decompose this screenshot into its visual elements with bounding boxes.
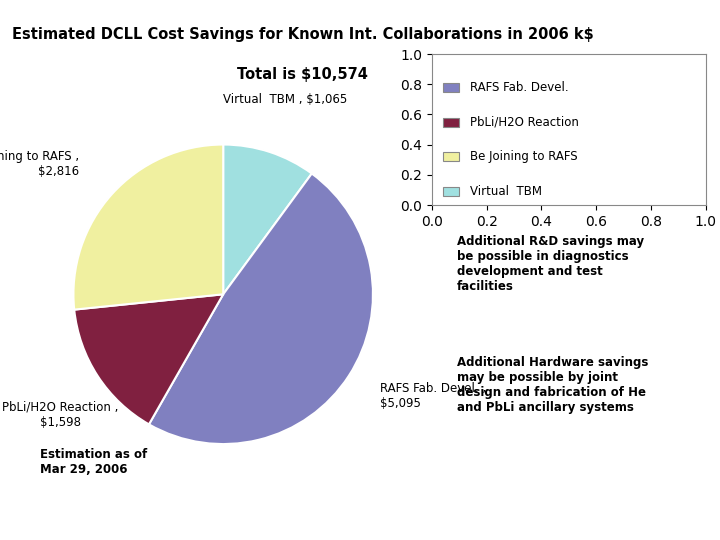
Text: RAFS Fab. Devel. ,
$5,095: RAFS Fab. Devel. , $5,095 bbox=[380, 382, 486, 410]
Text: Virtual  TBM: Virtual TBM bbox=[470, 185, 542, 198]
Text: Be Joining to RAFS: Be Joining to RAFS bbox=[470, 150, 578, 163]
FancyBboxPatch shape bbox=[443, 187, 459, 196]
Wedge shape bbox=[73, 145, 223, 309]
FancyBboxPatch shape bbox=[443, 83, 459, 92]
Text: Be Joining to RAFS ,
$2,816: Be Joining to RAFS , $2,816 bbox=[0, 150, 78, 178]
FancyBboxPatch shape bbox=[443, 118, 459, 126]
Text: Estimation as of
Mar 29, 2006: Estimation as of Mar 29, 2006 bbox=[40, 448, 147, 476]
Wedge shape bbox=[74, 294, 223, 424]
Wedge shape bbox=[149, 173, 373, 444]
Text: Additional R&D savings may
be possible in diagnostics
development and test
facil: Additional R&D savings may be possible i… bbox=[457, 235, 644, 293]
Text: PbLi/H2O Reaction: PbLi/H2O Reaction bbox=[470, 116, 579, 129]
Text: Total is $10,574: Total is $10,574 bbox=[237, 68, 368, 83]
Text: Estimated DCLL Cost Savings for Known Int. Collaborations in 2006 k$: Estimated DCLL Cost Savings for Known In… bbox=[12, 27, 593, 42]
Text: Virtual  TBM , $1,065: Virtual TBM , $1,065 bbox=[222, 93, 347, 106]
Wedge shape bbox=[223, 145, 312, 294]
Text: RAFS Fab. Devel.: RAFS Fab. Devel. bbox=[470, 81, 569, 94]
Text: PbLi/H2O Reaction ,
$1,598: PbLi/H2O Reaction , $1,598 bbox=[2, 401, 118, 429]
FancyBboxPatch shape bbox=[443, 152, 459, 161]
Text: Additional Hardware savings
may be possible by joint
design and fabrication of H: Additional Hardware savings may be possi… bbox=[457, 356, 649, 414]
